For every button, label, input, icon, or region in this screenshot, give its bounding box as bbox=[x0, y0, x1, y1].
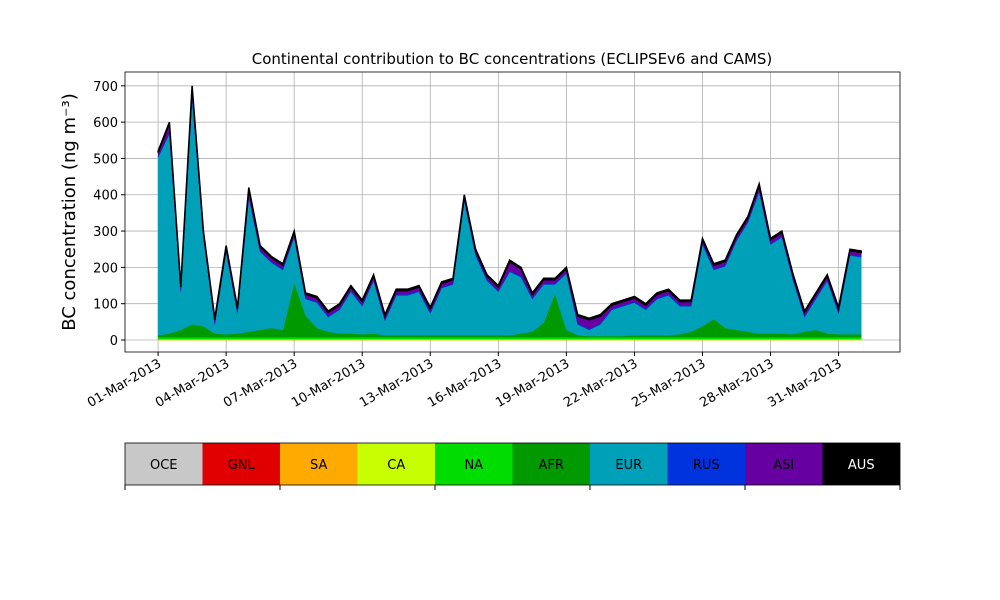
x-tick-label: 01-Mar-2013 bbox=[85, 356, 164, 410]
colorbar-cell bbox=[822, 443, 900, 485]
x-tick-label: 07-Mar-2013 bbox=[221, 356, 300, 410]
colorbar-cell bbox=[125, 443, 203, 485]
colorbar-cell bbox=[590, 443, 668, 485]
y-tick-label: 400 bbox=[93, 189, 118, 204]
colorbar-label: OCE bbox=[150, 458, 178, 473]
x-tick-label: 13-Mar-2013 bbox=[357, 356, 436, 410]
area bbox=[157, 97, 862, 337]
y-tick-label: 600 bbox=[93, 116, 118, 131]
colorbar-cell bbox=[280, 443, 358, 485]
colorbar-label: SA bbox=[310, 458, 327, 473]
chart-title: Continental contribution to BC concentra… bbox=[252, 50, 773, 68]
colorbar-label: GNL bbox=[228, 458, 256, 473]
y-tick-label: 200 bbox=[93, 261, 118, 276]
area bbox=[157, 85, 862, 321]
colorbar-frame bbox=[124, 442, 901, 486]
x-tick-label: 25-Mar-2013 bbox=[629, 356, 708, 410]
colorbar-label: EUR bbox=[615, 458, 642, 473]
y-axis-label: BC concentration (ng m⁻³) bbox=[59, 93, 80, 331]
colorbar-cell bbox=[667, 443, 745, 485]
x-tick-label: 22-Mar-2013 bbox=[561, 356, 640, 410]
x-tick-label: 16-Mar-2013 bbox=[425, 356, 504, 410]
colorbar-label: AUS bbox=[848, 458, 875, 473]
y-tick-label: 100 bbox=[93, 298, 118, 313]
area bbox=[157, 336, 862, 340]
x-tick-label: 04-Mar-2013 bbox=[153, 356, 232, 410]
plot-frame bbox=[124, 71, 901, 353]
x-tick-label: 19-Mar-2013 bbox=[493, 356, 572, 410]
y-tick-label: 0 bbox=[110, 334, 118, 349]
x-tick-label: 31-Mar-2013 bbox=[765, 356, 844, 410]
colorbar-cell bbox=[435, 443, 513, 485]
colorbar-cell bbox=[357, 443, 435, 485]
y-tick-label: 700 bbox=[93, 80, 118, 95]
colorbar-label: RUS bbox=[693, 458, 720, 473]
y-tick-label: 300 bbox=[93, 225, 118, 240]
colorbar-cell bbox=[745, 443, 823, 485]
x-tick-label: 10-Mar-2013 bbox=[289, 356, 368, 410]
colorbar-label: CA bbox=[387, 458, 405, 473]
x-tick-label: 28-Mar-2013 bbox=[697, 356, 776, 410]
colorbar-label: ASI bbox=[773, 458, 794, 473]
y-tick-label: 500 bbox=[93, 152, 118, 167]
colorbar-cell bbox=[512, 443, 590, 485]
colorbar-cell bbox=[202, 443, 280, 485]
colorbar-label: AFR bbox=[539, 458, 564, 473]
colorbar-label: NA bbox=[464, 458, 483, 473]
